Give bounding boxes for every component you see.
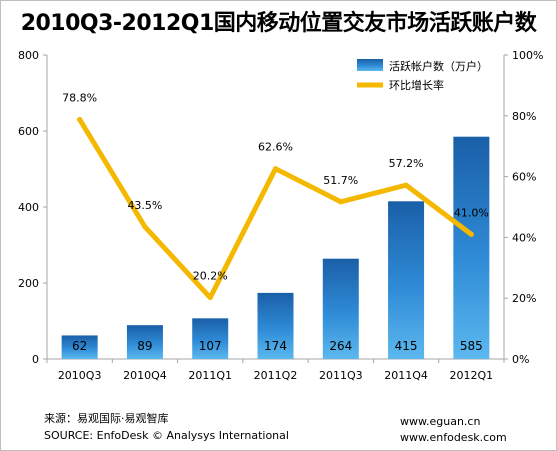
- legend-bar-label: 活跃帐户数（万户）: [389, 59, 488, 73]
- bar: [322, 258, 359, 359]
- bar-value-label: 107: [199, 339, 222, 353]
- growth-rate-point: [77, 116, 83, 122]
- x-tick-label: 2012Q1: [450, 369, 494, 382]
- y-left-tick-label: 0: [32, 353, 39, 366]
- bar-value-label: 585: [460, 339, 483, 353]
- y-right-tick-label: 100%: [512, 49, 543, 62]
- axes-group: 0 200 400 600 800 0% 20% 40% 60% 80% 100% 2010Q3 201…: [18, 49, 543, 382]
- growth-line-group: [77, 116, 474, 301]
- growth-rate-point: [403, 182, 409, 188]
- bar-value-label: 415: [395, 339, 418, 353]
- data-labels-group: 62 89 107 174 264 415 585 78.8% 43.5% 20.2% 62.6% 5…: [62, 91, 489, 353]
- bar: [61, 335, 98, 359]
- legend: 活跃帐户数（万户） 环比增长率: [357, 59, 488, 92]
- bar-value-label: 62: [72, 339, 87, 353]
- bar: [192, 318, 229, 359]
- growth-rate-point: [338, 199, 344, 205]
- growth-rate-label: 51.7%: [323, 174, 358, 187]
- bars-group: [61, 136, 490, 359]
- bar: [257, 292, 294, 359]
- source-cn: 来源：易观国际·易观智库: [44, 412, 169, 425]
- y-right-tick-label: 0%: [512, 353, 529, 366]
- x-tick-label: 2011Q3: [319, 369, 363, 382]
- growth-rate-label: 41.0%: [454, 206, 489, 219]
- growth-rate-label: 20.2%: [193, 270, 228, 283]
- y-right-tick-label: 20%: [512, 292, 536, 305]
- x-tick-label: 2011Q4: [384, 369, 428, 382]
- legend-line-label: 环比增长率: [389, 78, 444, 92]
- y-right-tick-label: 80%: [512, 110, 536, 123]
- y-left-tick-label: 800: [18, 49, 39, 62]
- url-enfodesk[interactable]: www.enfodesk.com: [400, 431, 507, 444]
- source-en: SOURCE: EnfoDesk © Analysys Internationa…: [44, 429, 289, 442]
- bar-value-label: 89: [137, 339, 152, 353]
- bar: [388, 201, 425, 359]
- x-tick-label: 2011Q1: [188, 369, 232, 382]
- y-left-tick-label: 600: [18, 125, 39, 138]
- url-eguan[interactable]: www.eguan.cn: [400, 415, 481, 428]
- bar: [126, 325, 163, 359]
- growth-rate-label: 57.2%: [389, 157, 424, 170]
- bar-value-label: 264: [329, 339, 352, 353]
- legend-bar-swatch: [357, 59, 383, 71]
- x-tick-label: 2010Q3: [58, 369, 102, 382]
- growth-rate-point: [207, 295, 213, 301]
- bar: [453, 136, 490, 359]
- growth-rate-label: 62.6%: [258, 141, 293, 154]
- y-right-tick-label: 40%: [512, 231, 536, 244]
- growth-rate-point: [468, 231, 474, 237]
- x-tick-label: 2011Q2: [254, 369, 298, 382]
- growth-rate-point: [273, 166, 278, 172]
- chart-title: 2010Q3-2012Q1国内移动位置交友市场活跃账户数: [20, 11, 537, 36]
- y-left-tick-label: 400: [18, 201, 39, 214]
- y-right-tick-label: 60%: [512, 171, 536, 184]
- growth-rate-point: [142, 224, 148, 230]
- growth-rate-label: 78.8%: [62, 91, 97, 104]
- x-tick-label: 2010Q4: [123, 369, 167, 382]
- bar-value-label: 174: [264, 339, 287, 353]
- y-left-tick-label: 200: [18, 277, 39, 290]
- growth-rate-label: 43.5%: [127, 199, 162, 212]
